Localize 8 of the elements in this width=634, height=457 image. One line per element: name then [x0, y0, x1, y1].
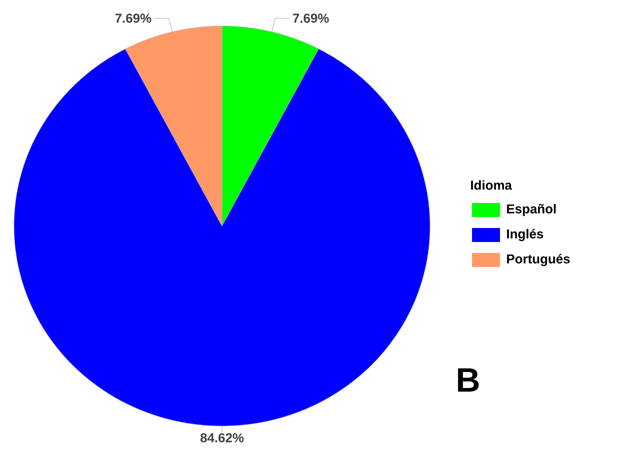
data-label: 7.69%	[293, 14, 329, 23]
text: B	[458, 368, 479, 392]
data-label: 7.69%	[115, 14, 152, 23]
legend-label: Portugués	[507, 254, 570, 266]
legend-label: Español	[507, 204, 556, 216]
legend-title: Idioma	[471, 180, 512, 190]
data-label: 84.62%	[200, 433, 244, 442]
legend-label: Inglés	[507, 228, 544, 242]
